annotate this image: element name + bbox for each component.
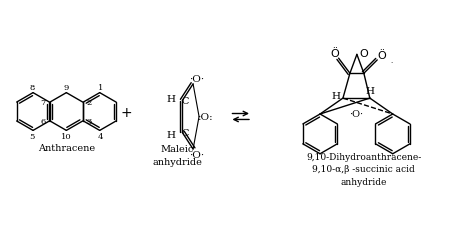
Text: 1: 1 <box>98 84 103 92</box>
Text: Ö: Ö <box>378 51 386 61</box>
Text: ·O·: ·O· <box>189 75 204 84</box>
Text: 2: 2 <box>87 99 92 107</box>
Text: O: O <box>359 49 368 59</box>
Text: 9,10-Dihydroanthracene-
9,10-α,β -succinic acid
anhydride: 9,10-Dihydroanthracene- 9,10-α,β -succin… <box>306 152 421 186</box>
Text: Anthracene: Anthracene <box>38 143 95 152</box>
Text: :O:: :O: <box>198 112 214 121</box>
Text: H: H <box>365 86 374 95</box>
Text: Ö: Ö <box>330 49 339 59</box>
Text: 9: 9 <box>64 83 69 91</box>
Text: ·: · <box>390 60 392 66</box>
Text: 10: 10 <box>61 133 72 141</box>
Text: C: C <box>182 97 189 106</box>
Text: 4: 4 <box>98 132 103 140</box>
Text: 3: 3 <box>87 117 92 125</box>
Text: H: H <box>167 130 176 139</box>
Text: 5: 5 <box>29 132 35 140</box>
Text: +: + <box>120 105 132 119</box>
Text: H: H <box>331 91 340 100</box>
Text: Maleic
anhydride: Maleic anhydride <box>152 145 202 166</box>
Text: ·O·: ·O· <box>189 150 204 159</box>
Text: C: C <box>182 128 189 137</box>
Text: ·O·: ·O· <box>349 109 364 118</box>
Text: H: H <box>167 95 176 104</box>
Text: 7: 7 <box>41 99 46 107</box>
Text: 8: 8 <box>29 84 35 92</box>
Text: 6: 6 <box>41 117 46 125</box>
